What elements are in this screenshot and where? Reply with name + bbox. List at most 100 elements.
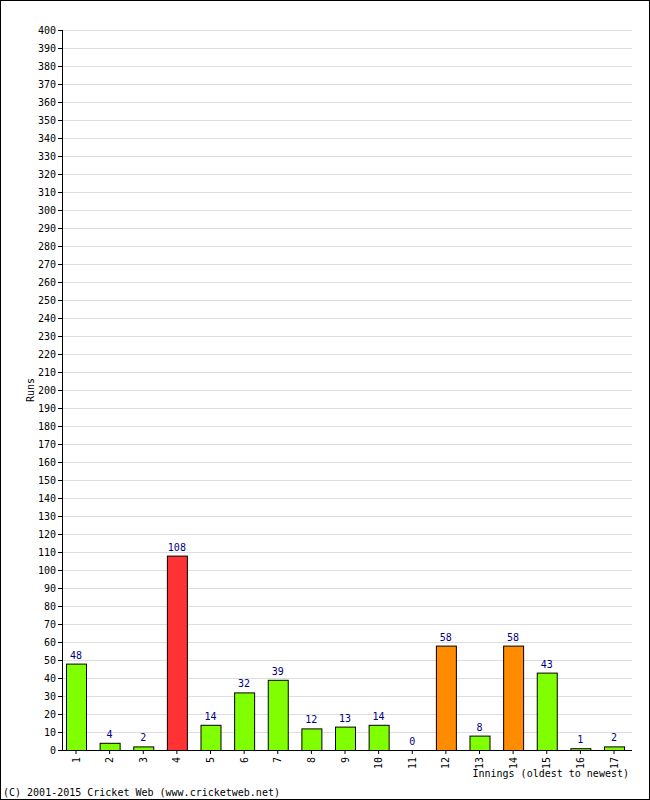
y-tick-label: 260 — [38, 277, 56, 288]
y-tick — [58, 480, 62, 481]
y-tick-label: 50 — [44, 655, 56, 666]
bar — [470, 736, 490, 750]
y-tick-label: 320 — [38, 169, 56, 180]
grid-line — [62, 210, 632, 211]
grid-line — [62, 336, 632, 337]
y-tick-label: 270 — [38, 259, 56, 270]
x-tick — [445, 750, 446, 754]
grid-line — [62, 354, 632, 355]
grid-line — [62, 282, 632, 283]
x-tick — [580, 750, 581, 754]
grid-line — [62, 30, 632, 31]
y-tick-label: 190 — [38, 403, 56, 414]
y-tick — [58, 264, 62, 265]
bar — [504, 646, 524, 750]
grid-line — [62, 624, 632, 625]
y-tick — [58, 642, 62, 643]
grid-line — [62, 480, 632, 481]
x-tick — [412, 750, 413, 754]
y-tick — [58, 678, 62, 679]
x-tick — [277, 750, 278, 754]
y-tick-label: 380 — [38, 61, 56, 72]
x-tick-label: 1 — [71, 757, 82, 763]
grid-line — [62, 372, 632, 373]
grid-line — [62, 444, 632, 445]
y-tick-label: 60 — [44, 637, 56, 648]
y-tick — [58, 174, 62, 175]
y-tick — [58, 48, 62, 49]
x-tick — [244, 750, 245, 754]
data-label: 32 — [238, 678, 250, 689]
y-tick — [58, 282, 62, 283]
grid-line — [62, 516, 632, 517]
x-tick — [210, 750, 211, 754]
y-tick — [58, 714, 62, 715]
y-tick-label: 160 — [38, 457, 56, 468]
y-tick-label: 310 — [38, 187, 56, 198]
grid-line — [62, 408, 632, 409]
y-tick-label: 170 — [38, 439, 56, 450]
grid-line — [62, 138, 632, 139]
grid-line — [62, 606, 632, 607]
y-tick-label: 230 — [38, 331, 56, 342]
data-label: 43 — [541, 659, 553, 670]
x-tick-label: 12 — [440, 757, 451, 769]
x-tick-label: 7 — [272, 757, 283, 763]
y-tick — [58, 408, 62, 409]
y-tick — [58, 498, 62, 499]
y-tick-label: 210 — [38, 367, 56, 378]
y-tick — [58, 300, 62, 301]
x-axis-label: Innings (oldest to newest) — [472, 768, 629, 779]
data-label: 58 — [507, 632, 519, 643]
y-tick — [58, 732, 62, 733]
y-tick — [58, 750, 62, 751]
bar — [302, 729, 322, 750]
x-tick — [546, 750, 547, 754]
y-tick-label: 90 — [44, 583, 56, 594]
grid-line — [62, 498, 632, 499]
data-label: 108 — [168, 542, 186, 553]
y-tick-label: 80 — [44, 601, 56, 612]
bar — [67, 664, 87, 750]
y-tick — [58, 84, 62, 85]
bars — [67, 556, 625, 750]
data-label: 4 — [107, 729, 113, 740]
grid-line — [62, 588, 632, 589]
y-tick-label: 340 — [38, 133, 56, 144]
x-tick — [513, 750, 514, 754]
border — [1, 1, 650, 800]
data-label: 0 — [409, 736, 415, 747]
y-tick-label: 290 — [38, 223, 56, 234]
x-tick-label: 4 — [171, 757, 182, 763]
data-label: 2 — [611, 732, 617, 743]
grid-line — [62, 642, 632, 643]
bar — [571, 749, 591, 750]
x-tick-label: 11 — [407, 757, 418, 769]
y-tick — [58, 192, 62, 193]
grid-line — [62, 228, 632, 229]
y-tick — [58, 588, 62, 589]
x-tick-label: 2 — [104, 757, 115, 763]
y-tick-label: 180 — [38, 421, 56, 432]
y-tick — [58, 102, 62, 103]
y-tick — [58, 426, 62, 427]
y-tick-label: 350 — [38, 115, 56, 126]
y-tick-label: 0 — [50, 745, 56, 756]
grid-line — [62, 120, 632, 121]
y-tick — [58, 552, 62, 553]
y-axis — [62, 30, 63, 750]
y-tick-label: 120 — [38, 529, 56, 540]
y-tick — [58, 156, 62, 157]
grid-line — [62, 570, 632, 571]
x-tick — [109, 750, 110, 754]
y-tick-label: 110 — [38, 547, 56, 558]
y-tick-label: 140 — [38, 493, 56, 504]
y-tick — [58, 120, 62, 121]
y-tick — [58, 336, 62, 337]
y-tick-label: 370 — [38, 79, 56, 90]
bar — [605, 747, 625, 750]
bar — [369, 725, 389, 750]
y-tick — [58, 210, 62, 211]
y-tick-label: 240 — [38, 313, 56, 324]
grid-line — [62, 66, 632, 67]
